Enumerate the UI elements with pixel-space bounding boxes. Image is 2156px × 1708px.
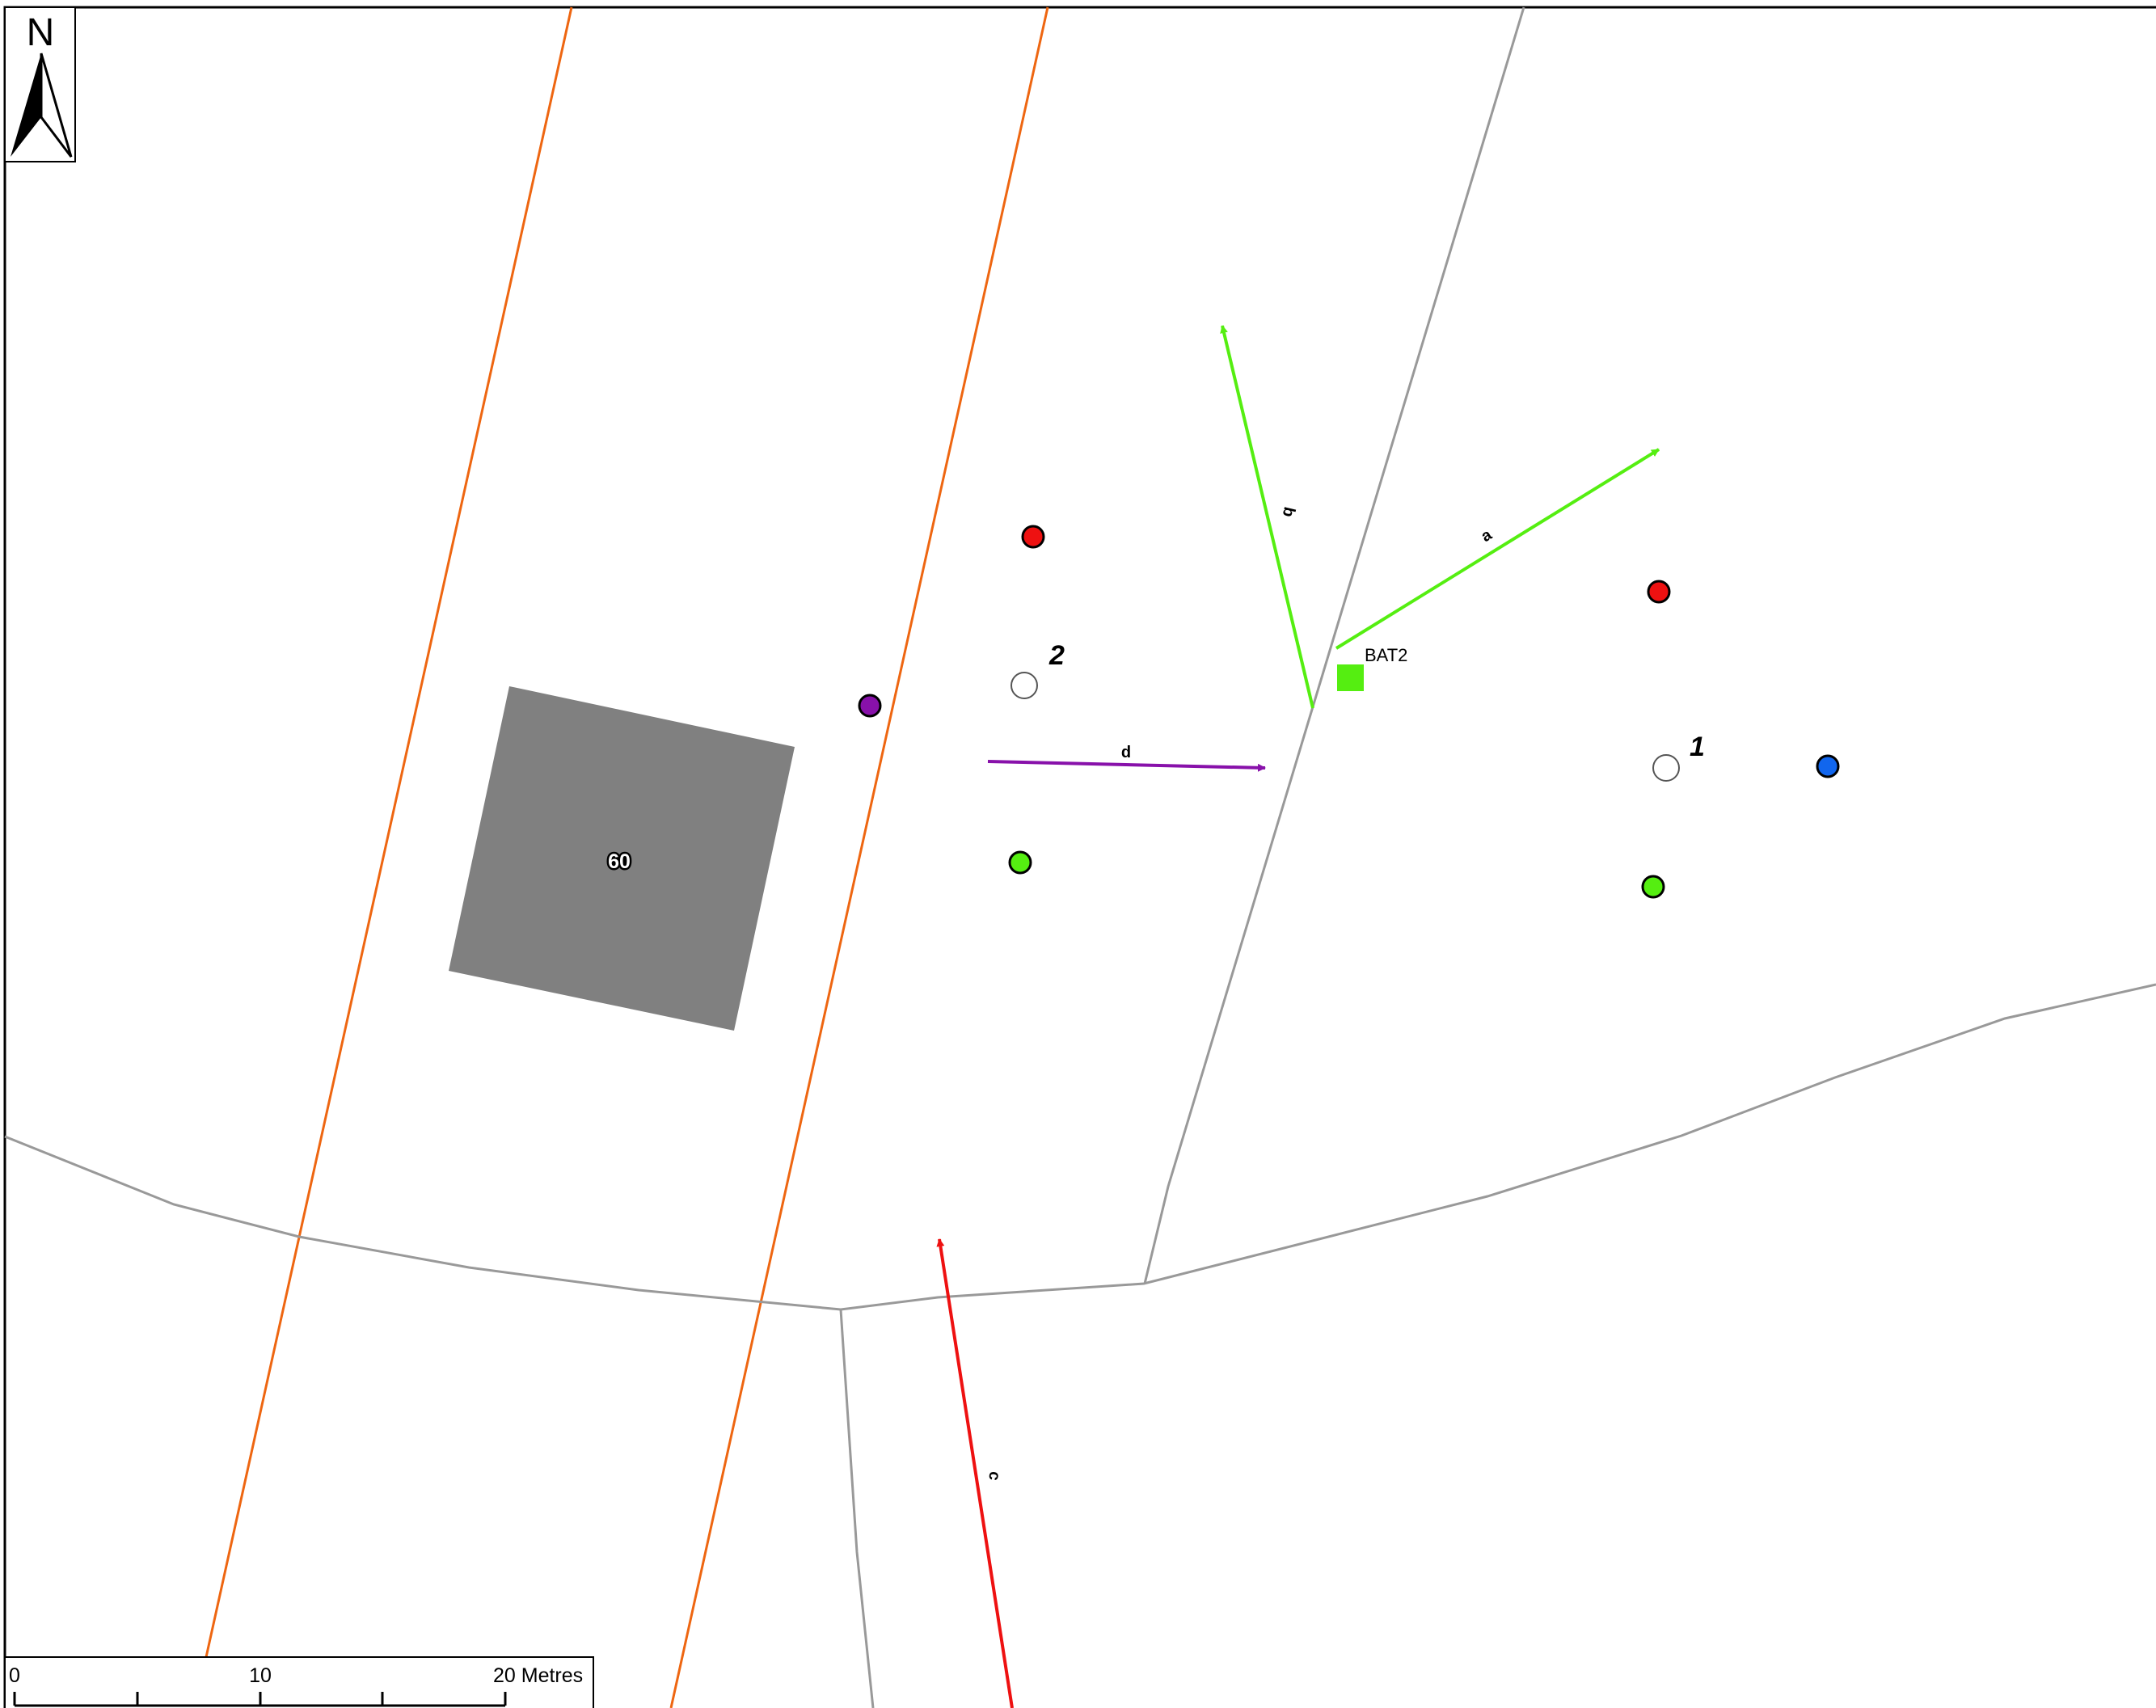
map-frame [3, 6, 2156, 1708]
north-arrow: N [4, 6, 76, 162]
transect-d-arrow[interactable] [987, 760, 1266, 772]
marker-red-east[interactable] [1647, 580, 1671, 604]
parcel-boundary-south [839, 1309, 875, 1708]
station-bat2-label: BAT2 [1365, 645, 1407, 665]
scale-bar-box [4, 1656, 594, 1708]
transect-d-label: d [1121, 744, 1131, 761]
marker-purple[interactable] [858, 694, 882, 718]
survey-point-2[interactable] [1010, 672, 1038, 699]
north-arrow-icon [11, 53, 41, 157]
scale-bar-label-20: 20 Metres [493, 1664, 583, 1687]
scale-bar-label-10: 10 [249, 1664, 272, 1687]
scale-bar: 0 10 20 Metres [4, 1656, 594, 1708]
north-arrow-label: N [27, 11, 55, 54]
survey-point-1-label: 1 [1690, 732, 1705, 762]
building-label: 60 [608, 850, 631, 873]
marker-green-west[interactable] [1008, 850, 1032, 875]
station-bat2[interactable] [1337, 664, 1364, 691]
survey-point-1[interactable] [1652, 754, 1680, 782]
road-edge-west [205, 6, 573, 1658]
transect-b-label: b [1279, 505, 1298, 519]
road-edge-east [669, 6, 1049, 1708]
north-arrow-icon-outline [40, 53, 73, 158]
transect-a-arrow[interactable] [1335, 448, 1660, 650]
transect-b-arrow[interactable] [1220, 325, 1314, 709]
transect-c-arrow[interactable] [936, 1238, 1014, 1708]
marker-green-east[interactable] [1641, 875, 1665, 899]
scale-bar-label-0: 0 [9, 1664, 20, 1687]
parcel-boundary-curve [4, 983, 2156, 1311]
marker-red-west[interactable] [1021, 525, 1045, 549]
parcel-boundary-northeast [1143, 6, 1525, 1284]
building-60[interactable] [449, 686, 795, 1031]
transect-c-label: c [985, 1470, 1003, 1482]
marker-blue[interactable] [1816, 754, 1840, 778]
survey-point-2-label: 2 [1048, 640, 1065, 671]
